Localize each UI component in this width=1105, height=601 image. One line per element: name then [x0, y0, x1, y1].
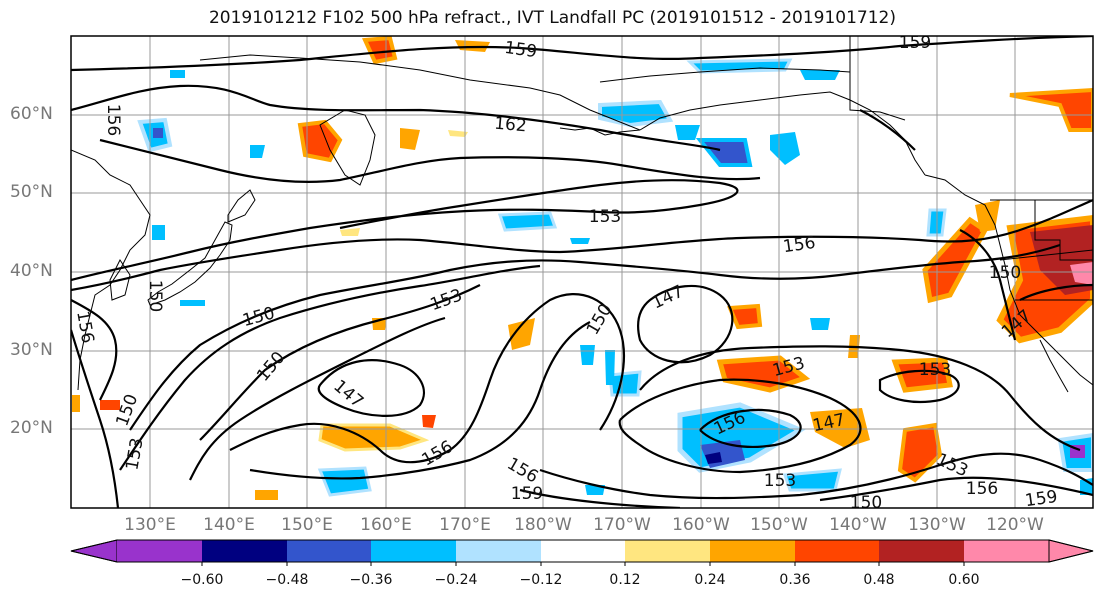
- colorbar-tick-label: −0.36: [349, 572, 393, 588]
- contour-label: 159: [1024, 487, 1059, 511]
- contour-label: 153: [919, 360, 951, 380]
- lat-label: 40°N: [10, 261, 53, 281]
- lon-label: 170°E: [439, 515, 491, 535]
- contour-label: 150: [850, 493, 882, 513]
- colorbar-tick-label: −0.12: [519, 572, 563, 588]
- lon-label: 150°E: [281, 515, 333, 535]
- lat-label: 60°N: [10, 104, 53, 124]
- contour-label: 150: [145, 280, 165, 312]
- lon-label: 140°E: [203, 515, 255, 535]
- lon-label: 130°E: [124, 515, 176, 535]
- lon-label: 130°W: [908, 515, 966, 535]
- colorbar-tick-label: 0.12: [609, 572, 641, 588]
- graticule: [71, 36, 1093, 508]
- height-contours: [71, 36, 1093, 508]
- colorbar-tick-label: −0.24: [434, 572, 478, 588]
- lat-label: 50°N: [10, 182, 53, 202]
- colorbar-bin: [371, 540, 456, 562]
- colorbar-bin: [541, 540, 625, 562]
- colorbar-bin: [879, 540, 964, 562]
- colorbar-bin: [202, 540, 287, 562]
- map-frame: [70, 35, 1094, 509]
- contour-label: 150: [583, 300, 617, 338]
- colorbar-tick-label: −0.60: [180, 572, 224, 588]
- lon-label: 140°W: [829, 515, 887, 535]
- colorbar-bin: [625, 540, 710, 562]
- contour-label: 156: [72, 309, 97, 344]
- contour-label: 153: [589, 207, 621, 227]
- colorbar-bin: [117, 540, 202, 562]
- contour-label: 153: [764, 471, 796, 491]
- lon-label: 160°E: [360, 515, 412, 535]
- contour-label: 156: [782, 233, 817, 257]
- contour-label: 150: [989, 263, 1021, 283]
- contour-label: 156: [966, 479, 998, 499]
- lon-label: 170°W: [593, 515, 651, 535]
- contour-label: 153: [428, 285, 465, 315]
- lat-label: 20°N: [10, 418, 53, 438]
- colorbar-tick-label: 0.36: [779, 572, 811, 588]
- colorbar-tick-label: −0.48: [265, 572, 309, 588]
- colorbar-outline: [70, 539, 1094, 563]
- coastlines: [71, 36, 1093, 393]
- contour-label: 159: [511, 484, 543, 504]
- lon-label: 120°W: [986, 515, 1044, 535]
- colorbar-bin: [287, 540, 371, 562]
- colorbar-extension-low: [70, 539, 118, 563]
- contour-label: 147: [329, 376, 367, 412]
- contour-label: 153: [122, 436, 147, 471]
- colorbar-extension-high: [1048, 539, 1094, 563]
- colorbar-bin: [456, 540, 541, 562]
- lat-label: 30°N: [10, 340, 53, 360]
- colorbar-bin: [964, 540, 1049, 562]
- map-title: 2019101212 F102 500 hPa refract., IVT La…: [208, 8, 896, 28]
- contour-label: 159: [899, 33, 931, 53]
- contour-label: 156: [103, 104, 123, 136]
- contour-label: 150: [240, 303, 277, 331]
- contour-label: 150: [253, 348, 289, 386]
- lon-label: 180°W: [514, 515, 572, 535]
- colorbar-bin: [795, 540, 879, 562]
- colorbar-tick-label: 0.24: [694, 572, 726, 588]
- colorbar-tick-label: 0.48: [863, 572, 895, 588]
- colorbar-tick-label: 0.60: [948, 572, 980, 588]
- contour-label: 156: [503, 454, 541, 488]
- colorbar-bin: [710, 540, 795, 562]
- contour-label: 159: [503, 38, 538, 62]
- colorbar: [70, 539, 1094, 566]
- contour-label: 162: [493, 114, 527, 137]
- contour-label: 150: [112, 392, 142, 429]
- lon-label: 150°W: [750, 515, 808, 535]
- lon-label: 160°W: [672, 515, 730, 535]
- contour-label: 153: [933, 450, 971, 482]
